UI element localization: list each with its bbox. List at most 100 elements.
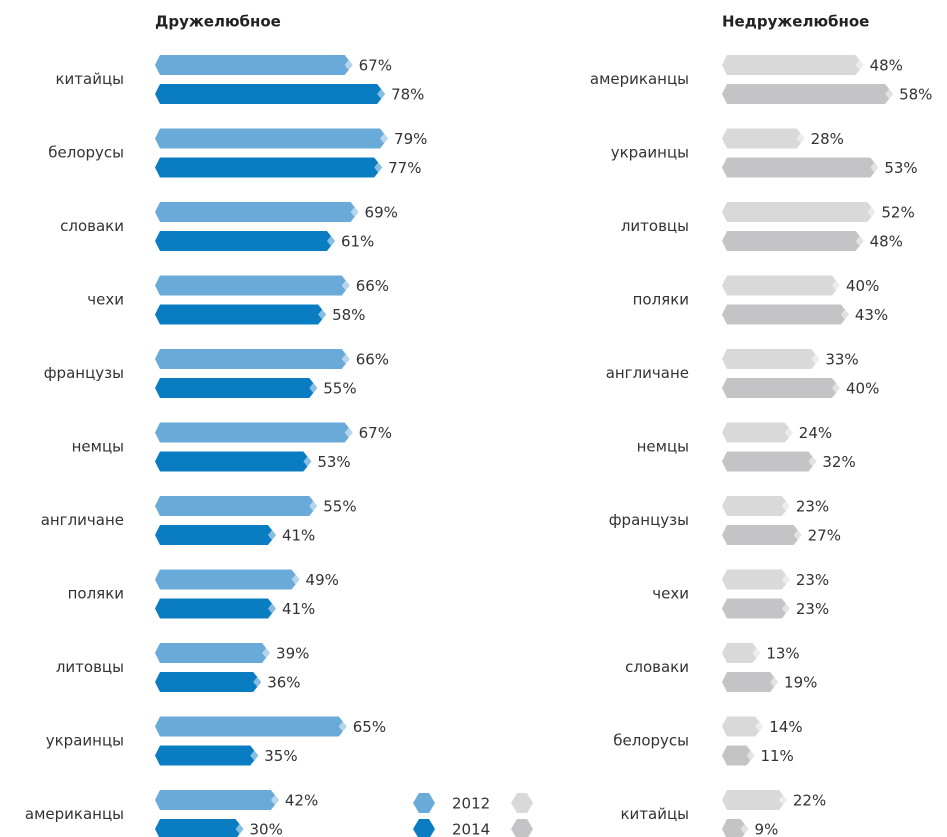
value-label: 14% <box>769 718 802 736</box>
category-label: американцы <box>25 805 124 823</box>
bar-notch <box>309 501 318 511</box>
value-label: 53% <box>884 159 917 177</box>
bar-notch <box>870 162 879 173</box>
bar <box>155 55 353 75</box>
bar-notch <box>309 383 318 393</box>
bar <box>155 422 353 443</box>
category-label: немцы <box>637 438 689 456</box>
value-label: 35% <box>264 747 297 765</box>
value-label: 66% <box>356 351 389 369</box>
bar-notch <box>755 721 764 732</box>
bar-notch <box>291 574 300 585</box>
bar-notch <box>377 89 386 99</box>
value-label: 53% <box>317 453 350 471</box>
category-label: чехи <box>87 291 124 309</box>
bar-notch <box>344 60 353 70</box>
bar-notch <box>885 89 894 99</box>
value-label: 40% <box>846 277 879 295</box>
legend-swatch <box>511 793 533 813</box>
bar-notch <box>253 677 262 687</box>
bar <box>155 790 279 810</box>
value-label: 33% <box>825 351 858 369</box>
value-label: 13% <box>766 645 799 663</box>
bar-notch <box>840 309 849 320</box>
value-label: 66% <box>356 277 389 295</box>
bar <box>155 202 359 222</box>
bar-notch <box>267 603 276 614</box>
legend-swatch <box>413 819 435 837</box>
category-label: французы <box>609 511 689 529</box>
legend-label: 2012 <box>452 795 490 813</box>
bar-notch <box>250 750 259 761</box>
category-label: чехи <box>652 585 689 603</box>
bar <box>155 84 386 104</box>
value-label: 49% <box>306 571 339 589</box>
bar-notch <box>793 530 802 540</box>
chart-title: Дружелюбное <box>155 13 281 31</box>
bar-notch <box>740 824 749 834</box>
bar-notch <box>811 354 820 364</box>
value-label: 69% <box>365 204 398 222</box>
bar-notch <box>808 456 817 467</box>
value-label: 48% <box>870 233 903 251</box>
category-label: белорусы <box>48 144 124 162</box>
value-label: 23% <box>796 600 829 618</box>
bar-notch <box>781 574 790 585</box>
bar-notch <box>235 824 244 834</box>
value-label: 22% <box>793 792 826 810</box>
bar <box>155 819 244 837</box>
legend-swatch <box>413 793 435 813</box>
category-label: словаки <box>60 217 124 235</box>
bar <box>155 304 327 325</box>
value-label: 27% <box>808 527 841 545</box>
bar <box>155 157 383 178</box>
category-label: англичане <box>41 511 124 529</box>
bar <box>722 349 820 369</box>
value-label: 42% <box>285 792 318 810</box>
value-label: 78% <box>391 86 424 104</box>
bar-notch <box>380 133 389 144</box>
category-label: литовцы <box>621 217 689 235</box>
bar <box>155 275 350 296</box>
value-label: 79% <box>394 130 427 148</box>
bar <box>722 716 764 737</box>
bar <box>155 716 347 737</box>
value-label: 52% <box>881 204 914 222</box>
value-label: 41% <box>282 527 315 545</box>
bar <box>722 672 779 692</box>
bar <box>722 451 817 472</box>
bar <box>722 790 787 810</box>
bar <box>155 451 312 472</box>
bar-notch <box>341 354 350 364</box>
bar-notch <box>318 309 327 320</box>
category-label: американцы <box>590 70 689 88</box>
bar-notch <box>781 501 790 511</box>
bar <box>155 643 271 663</box>
value-label: 43% <box>855 306 888 324</box>
bar <box>722 643 761 663</box>
bar-notch <box>832 280 840 291</box>
value-label: 40% <box>846 380 879 398</box>
bar <box>155 496 318 516</box>
value-label: 65% <box>353 718 386 736</box>
bar <box>722 231 864 251</box>
value-label: 19% <box>784 674 817 692</box>
category-label: поляки <box>633 291 689 309</box>
bar-notch <box>778 795 787 805</box>
bar-notch <box>796 133 805 144</box>
bar <box>722 84 894 104</box>
category-label: англичане <box>606 364 689 382</box>
value-label: 24% <box>799 424 832 442</box>
category-label: французы <box>44 364 124 382</box>
category-label: украинцы <box>611 144 689 162</box>
bar <box>155 231 335 251</box>
bar <box>722 275 840 296</box>
bar <box>155 128 389 149</box>
value-label: 11% <box>760 747 793 765</box>
value-label: 30% <box>250 821 283 837</box>
bar-notch <box>784 427 793 438</box>
category-label: китайцы <box>620 805 689 823</box>
bar-notch <box>341 280 350 291</box>
bar <box>722 128 805 149</box>
